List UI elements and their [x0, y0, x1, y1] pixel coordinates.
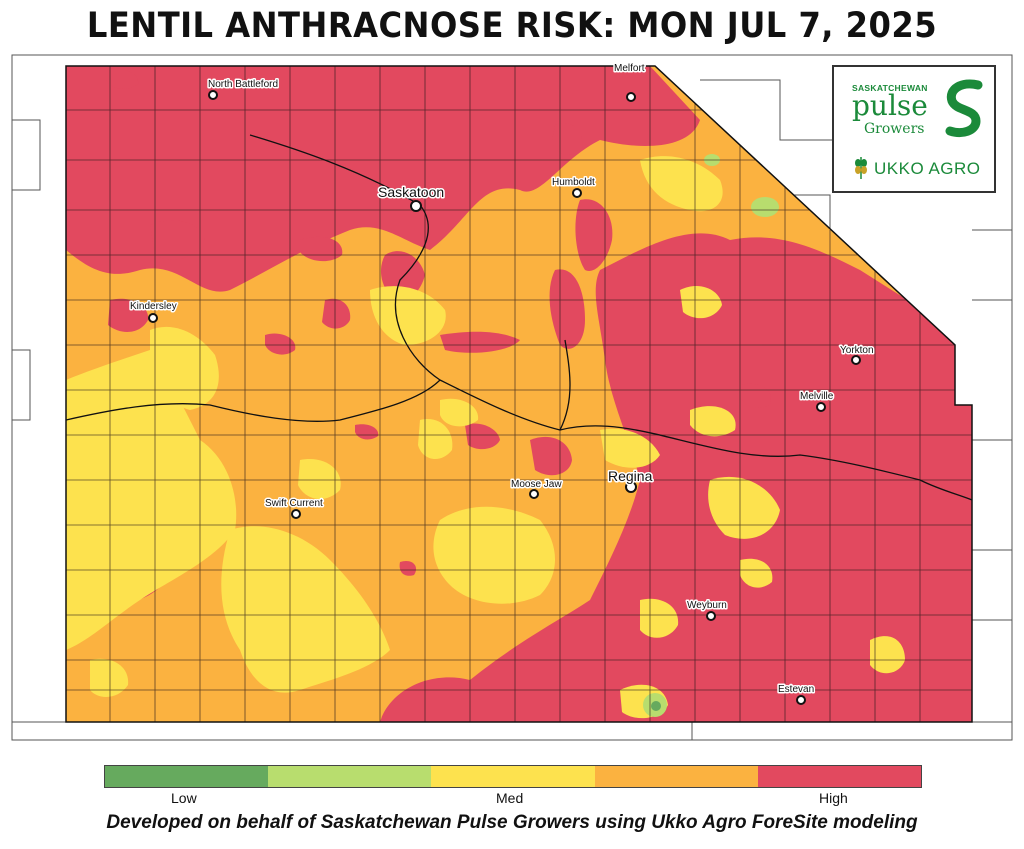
city-weyburn: Weyburn [686, 599, 728, 621]
svg-text:Kindersley: Kindersley [130, 301, 177, 312]
city-north-battleford: North Battleford [207, 78, 280, 100]
wheat-icon [855, 157, 867, 179]
map-title: LENTIL ANTHRACNOSE RISK: MON JUL 7, 2025 [86, 6, 938, 46]
city-kindersley: Kindersley [129, 300, 178, 323]
logo-ukko-text: UKKO AGRO [874, 159, 981, 178]
city-regina: Regina [607, 467, 654, 493]
logo-pulse-text: pulse [852, 89, 928, 122]
svg-text:Melville: Melville [800, 391, 834, 402]
rivers [66, 134, 972, 501]
svg-text:Humboldt: Humboldt [552, 177, 595, 188]
city-moose-jaw: Moose Jaw [510, 478, 564, 499]
low-medium-risk-zones [643, 154, 779, 717]
svg-text:Yorkton: Yorkton [840, 345, 874, 356]
province-outline [65, 65, 973, 723]
low-risk-zones [651, 701, 661, 711]
legend-swatch-low-med [268, 766, 432, 787]
legend-swatch-low [105, 766, 269, 787]
city-swift-current: Swift Current [264, 497, 325, 519]
risk-legend-bar [104, 765, 922, 788]
medium-risk-zones [66, 156, 905, 719]
city-humboldt: Humboldt [551, 176, 597, 198]
svg-text:Regina: Regina [608, 468, 653, 484]
legend-swatch-high [757, 766, 922, 787]
city-estevan: Estevan [777, 683, 816, 705]
pulse-s-logo-icon [945, 79, 983, 138]
svg-text:North Battleford: North Battleford [208, 79, 278, 90]
cities: North Battleford Melfort Saskatoon Humbo… [129, 62, 875, 705]
svg-text:Moose Jaw: Moose Jaw [511, 479, 562, 490]
sponsor-logo-box: SASKATCHEWAN pulse Growers UKKO AGRO [832, 65, 996, 193]
svg-text:Saskatoon: Saskatoon [378, 184, 444, 200]
city-saskatoon: Saskatoon [377, 183, 446, 212]
footer-credit: Developed on behalf of Saskatchewan Puls… [106, 812, 918, 833]
city-yorkton: Yorkton [839, 344, 875, 365]
legend-label-med: Med [496, 790, 524, 806]
logo-province-text: SASKATCHEWAN [852, 83, 928, 93]
svg-text:Weyburn: Weyburn [687, 600, 727, 611]
svg-text:Swift Current: Swift Current [265, 498, 323, 509]
legend-swatch-med-high [594, 766, 758, 787]
svg-text:Melfort: Melfort [614, 63, 645, 74]
legend-label-low: Low [171, 790, 197, 806]
logo-growers-text: Growers [864, 121, 925, 137]
city-melville: Melville [799, 390, 835, 412]
legend-label-high: High [819, 790, 848, 806]
county-grid [66, 66, 972, 722]
city-melfort: Melfort [613, 62, 646, 102]
svg-text:Estevan: Estevan [778, 684, 814, 695]
legend-swatch-med [431, 766, 595, 787]
